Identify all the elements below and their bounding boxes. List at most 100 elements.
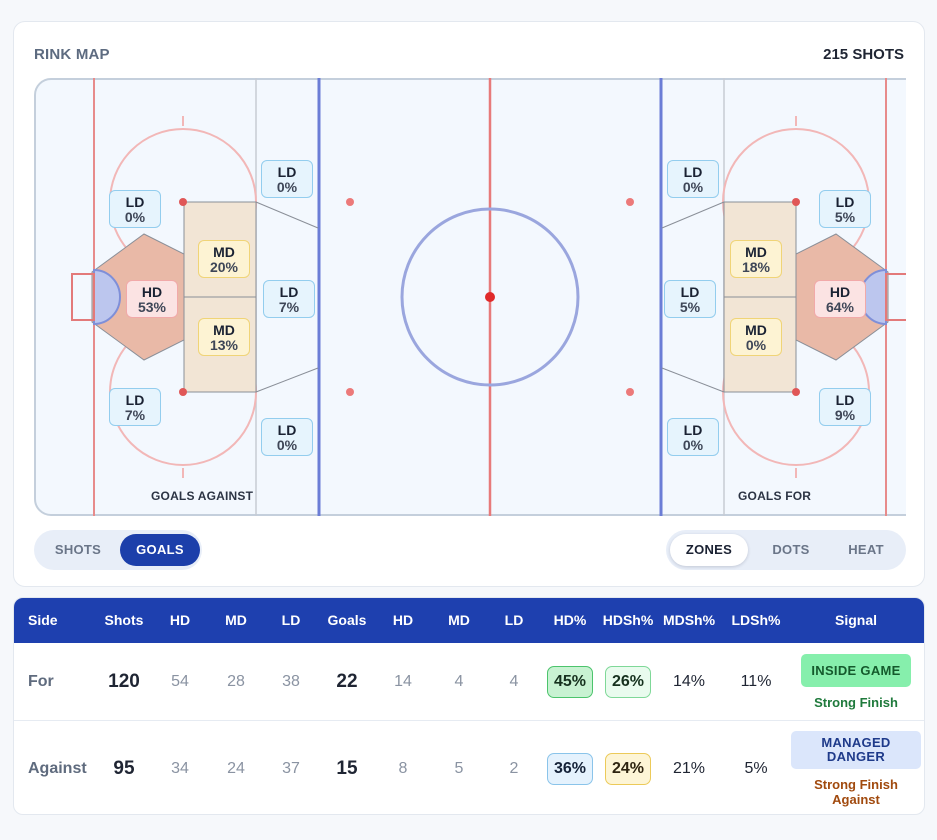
row-signal: MANAGED DANGER Strong Finish Against [790, 721, 922, 814]
row-hd-pct-cell: 45% [544, 643, 596, 720]
zone-type: MD [213, 244, 235, 260]
zone-type: LD [125, 392, 145, 408]
metric-toggle: SHOTS GOALS [34, 530, 202, 570]
row-signal: INSIDE GAME Strong Finish [790, 643, 922, 720]
zone-type: LD [277, 422, 297, 438]
row-ldsh-pct: 5% [744, 759, 768, 777]
col-md: MD [225, 612, 247, 628]
zone-type: MD [213, 322, 235, 338]
row-hdsh-pct-cell: 24% [602, 721, 654, 814]
zone-value: 7% [278, 299, 300, 315]
tab-dots[interactable]: DOTS [772, 542, 810, 557]
row-hd: 34 [171, 759, 189, 777]
for-md-top: MD 18% [730, 240, 782, 278]
row-goals: 15 [336, 757, 358, 779]
zone-value: 0% [124, 209, 146, 225]
zone-value: 53% [137, 299, 167, 315]
for-md-bottom: MD 0% [730, 318, 782, 356]
against-ld-top-point: LD 0% [261, 160, 313, 198]
col-signal: Signal [834, 612, 877, 628]
zone-value: 20% [209, 259, 239, 275]
zone-type: MD [745, 322, 767, 338]
row-ld: 37 [282, 759, 300, 777]
zone-type: MD [745, 244, 767, 260]
hdsh-pct-pill: 26% [605, 665, 651, 698]
shots-count: 215 SHOTS [823, 46, 904, 63]
goals-against-label: GOALS AGAINST [151, 489, 254, 503]
row-goals-ld: 4 [509, 672, 519, 690]
for-ld-top-point: LD 0% [667, 160, 719, 198]
tab-zones[interactable]: ZONES [670, 534, 748, 566]
zone-value: 18% [741, 259, 771, 275]
zone-type: HD [829, 284, 851, 300]
signal-badge: INSIDE GAME [801, 653, 911, 687]
for-ld-bottom-point: LD 0% [667, 418, 719, 456]
row-ld: 38 [282, 672, 300, 690]
rink-map-card: RINK MAP 215 SHOTS [13, 21, 925, 587]
zone-value: 0% [276, 179, 298, 195]
col-shots: Shots [104, 612, 144, 628]
col-goals: Goals [327, 612, 367, 628]
against-ld-mid-point: LD 7% [263, 280, 315, 318]
zone-type: LD [683, 164, 703, 180]
col-ldsh-pct: LDSh% [731, 612, 781, 628]
row-mdsh-pct: 21% [672, 759, 706, 777]
row-goals: 22 [336, 670, 358, 692]
row-shots: 120 [108, 670, 140, 692]
signal-badge: MANAGED DANGER [791, 730, 921, 769]
row-mdsh-pct: 14% [672, 672, 706, 690]
table-row: Against 95 34 24 37 15 8 5 2 36% 24% 21%… [14, 721, 924, 814]
zone-value: 5% [834, 209, 856, 225]
col-ld: LD [281, 612, 301, 628]
rink-map-title: RINK MAP [34, 46, 110, 63]
tab-heat[interactable]: HEAT [848, 542, 884, 557]
row-shots: 95 [113, 757, 135, 779]
against-ld-bottom-circle: LD 7% [109, 388, 161, 426]
against-md-top: MD 20% [198, 240, 250, 278]
row-md: 24 [227, 759, 245, 777]
zone-value: 0% [745, 337, 767, 353]
for-hd-slot: HD 64% [814, 280, 866, 318]
zone-type: LD [835, 194, 855, 210]
tab-goals[interactable]: GOALS [120, 534, 200, 566]
for-ld-bottom-circle: LD 9% [819, 388, 871, 426]
col-hd: HD [169, 612, 191, 628]
zone-value: 0% [682, 437, 704, 453]
zone-value: 64% [825, 299, 855, 315]
view-toggle: ZONES DOTS HEAT [666, 530, 906, 570]
zone-type: LD [680, 284, 700, 300]
rink-diagram: LD 0% LD 0% MD 20% HD 53% LD 7% MD 13% L… [34, 78, 906, 516]
goals-for-label: GOALS FOR [738, 489, 812, 503]
zone-type: LD [835, 392, 855, 408]
zone-value: 0% [276, 437, 298, 453]
row-hdsh-pct-cell: 26% [602, 643, 654, 720]
col-hd-pct: HD% [553, 612, 587, 628]
zone-type: LD [125, 194, 145, 210]
col-side: Side [28, 612, 58, 628]
row-hd-pct-cell: 36% [544, 721, 596, 814]
for-ld-top-circle: LD 5% [819, 190, 871, 228]
against-ld-top-circle: LD 0% [109, 190, 161, 228]
against-ld-bottom-point: LD 0% [261, 418, 313, 456]
zone-value: 9% [834, 407, 856, 423]
zone-value: 7% [124, 407, 146, 423]
col-goals-md: MD [448, 612, 470, 628]
signal-subtext: Strong Finish [814, 694, 898, 710]
hd-pct-pill: 45% [547, 665, 593, 698]
row-goals-md: 5 [454, 759, 464, 777]
for-ld-mid-point: LD 5% [664, 280, 716, 318]
col-goals-ld: LD [504, 612, 524, 628]
row-goals-hd: 8 [398, 759, 408, 777]
row-goals-ld: 2 [509, 759, 519, 777]
table-row: For 120 54 28 38 22 14 4 4 45% 26% 14% 1… [14, 643, 924, 721]
zone-type: HD [141, 284, 163, 300]
row-side: For [28, 672, 54, 690]
col-mdsh-pct: MDSh% [662, 612, 716, 628]
stats-table: Side Shots HD MD LD Goals HD MD LD HD% H… [13, 597, 925, 815]
tab-shots[interactable]: SHOTS [54, 542, 102, 557]
zone-type: LD [277, 164, 297, 180]
zone-value: 5% [679, 299, 701, 315]
against-md-bottom: MD 13% [198, 318, 250, 356]
zone-value: 0% [682, 179, 704, 195]
zone-type: LD [683, 422, 703, 438]
